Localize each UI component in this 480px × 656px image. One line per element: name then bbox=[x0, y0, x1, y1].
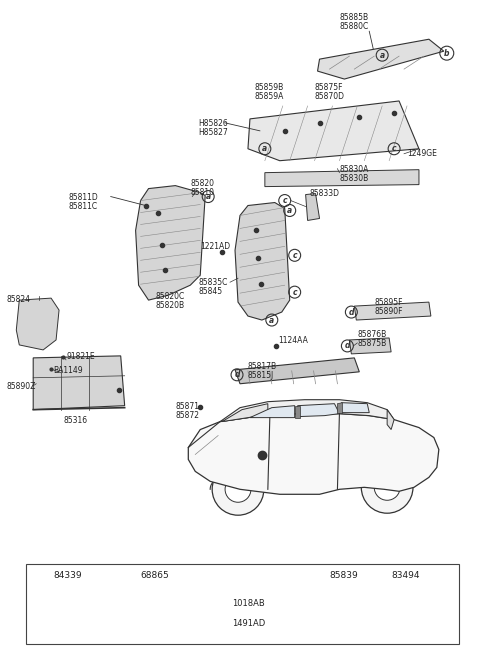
Text: 85811C: 85811C bbox=[69, 201, 98, 211]
Text: 85859A: 85859A bbox=[255, 92, 284, 101]
FancyBboxPatch shape bbox=[26, 564, 459, 644]
Text: BA1149: BA1149 bbox=[53, 366, 83, 375]
Polygon shape bbox=[136, 186, 205, 300]
Text: 1221AD: 1221AD bbox=[200, 242, 230, 251]
Text: 85875B: 85875B bbox=[357, 339, 386, 348]
Text: 85824: 85824 bbox=[6, 295, 30, 304]
Text: 85839: 85839 bbox=[329, 571, 358, 580]
Text: 85815J: 85815J bbox=[248, 371, 274, 380]
Polygon shape bbox=[318, 599, 344, 632]
Text: 83494: 83494 bbox=[391, 571, 420, 580]
Text: b: b bbox=[444, 49, 450, 58]
Text: ▲: ▲ bbox=[259, 453, 264, 459]
Circle shape bbox=[212, 463, 264, 515]
Text: 85871: 85871 bbox=[175, 401, 199, 411]
Text: c: c bbox=[292, 251, 297, 260]
Text: 85890Z: 85890Z bbox=[6, 382, 36, 391]
Polygon shape bbox=[341, 403, 369, 413]
Text: c: c bbox=[216, 569, 220, 579]
Polygon shape bbox=[265, 170, 419, 186]
Polygon shape bbox=[248, 101, 419, 161]
Text: 85820C: 85820C bbox=[156, 292, 185, 301]
Text: a: a bbox=[287, 206, 292, 215]
Polygon shape bbox=[298, 403, 339, 417]
Text: 85833D: 85833D bbox=[310, 188, 339, 197]
Polygon shape bbox=[318, 39, 444, 79]
Text: 1018AB: 1018AB bbox=[232, 599, 265, 608]
Circle shape bbox=[361, 461, 413, 513]
Circle shape bbox=[225, 476, 251, 502]
Text: 85820B: 85820B bbox=[156, 301, 185, 310]
Text: a: a bbox=[205, 192, 211, 201]
Text: a: a bbox=[262, 144, 267, 154]
Text: 68865: 68865 bbox=[141, 571, 169, 580]
Polygon shape bbox=[387, 409, 394, 430]
Text: 85872: 85872 bbox=[175, 411, 199, 420]
Text: 85817B: 85817B bbox=[248, 362, 277, 371]
Polygon shape bbox=[188, 414, 439, 494]
Text: 85820: 85820 bbox=[190, 178, 214, 188]
Text: 85876B: 85876B bbox=[357, 330, 386, 339]
Text: 85885B: 85885B bbox=[339, 13, 369, 22]
Polygon shape bbox=[16, 298, 59, 350]
Text: c: c bbox=[283, 196, 287, 205]
Text: 91821E: 91821E bbox=[66, 352, 95, 361]
Polygon shape bbox=[295, 405, 300, 418]
Text: d: d bbox=[315, 569, 320, 579]
Text: 85835C: 85835C bbox=[198, 278, 228, 287]
Text: H85827: H85827 bbox=[198, 128, 228, 137]
Text: 85880C: 85880C bbox=[339, 22, 369, 31]
Text: a: a bbox=[269, 316, 275, 325]
Text: 85870D: 85870D bbox=[314, 92, 345, 101]
Polygon shape bbox=[250, 405, 295, 418]
Text: 85811D: 85811D bbox=[69, 193, 99, 201]
Text: 1124AA: 1124AA bbox=[278, 336, 308, 345]
Text: 85316: 85316 bbox=[63, 416, 87, 424]
Polygon shape bbox=[349, 338, 391, 354]
Polygon shape bbox=[235, 358, 360, 384]
Text: c: c bbox=[292, 287, 297, 297]
Text: 85890F: 85890F bbox=[374, 307, 403, 316]
Polygon shape bbox=[337, 403, 342, 414]
Text: a: a bbox=[38, 569, 44, 579]
Circle shape bbox=[374, 474, 400, 501]
Text: d: d bbox=[348, 308, 354, 317]
Text: b: b bbox=[126, 569, 132, 579]
Text: 85895F: 85895F bbox=[374, 298, 403, 307]
Polygon shape bbox=[354, 302, 431, 320]
Text: 85859B: 85859B bbox=[255, 83, 284, 92]
Text: 85810: 85810 bbox=[190, 188, 214, 197]
Text: 84339: 84339 bbox=[53, 571, 82, 580]
Text: 85830B: 85830B bbox=[339, 174, 369, 182]
Polygon shape bbox=[220, 400, 394, 422]
Text: 1491AD: 1491AD bbox=[232, 619, 265, 628]
Polygon shape bbox=[33, 356, 125, 409]
Polygon shape bbox=[306, 194, 320, 220]
Text: a: a bbox=[380, 51, 385, 60]
Text: 85875F: 85875F bbox=[314, 83, 343, 92]
Text: 1249GE: 1249GE bbox=[407, 149, 437, 157]
Polygon shape bbox=[235, 203, 290, 320]
Text: d: d bbox=[234, 370, 240, 379]
Text: c: c bbox=[392, 144, 396, 154]
Text: d: d bbox=[345, 341, 350, 350]
Polygon shape bbox=[222, 403, 268, 422]
Text: 85845: 85845 bbox=[198, 287, 222, 296]
Text: H85826: H85826 bbox=[198, 119, 228, 128]
Text: 85830A: 85830A bbox=[339, 165, 369, 174]
